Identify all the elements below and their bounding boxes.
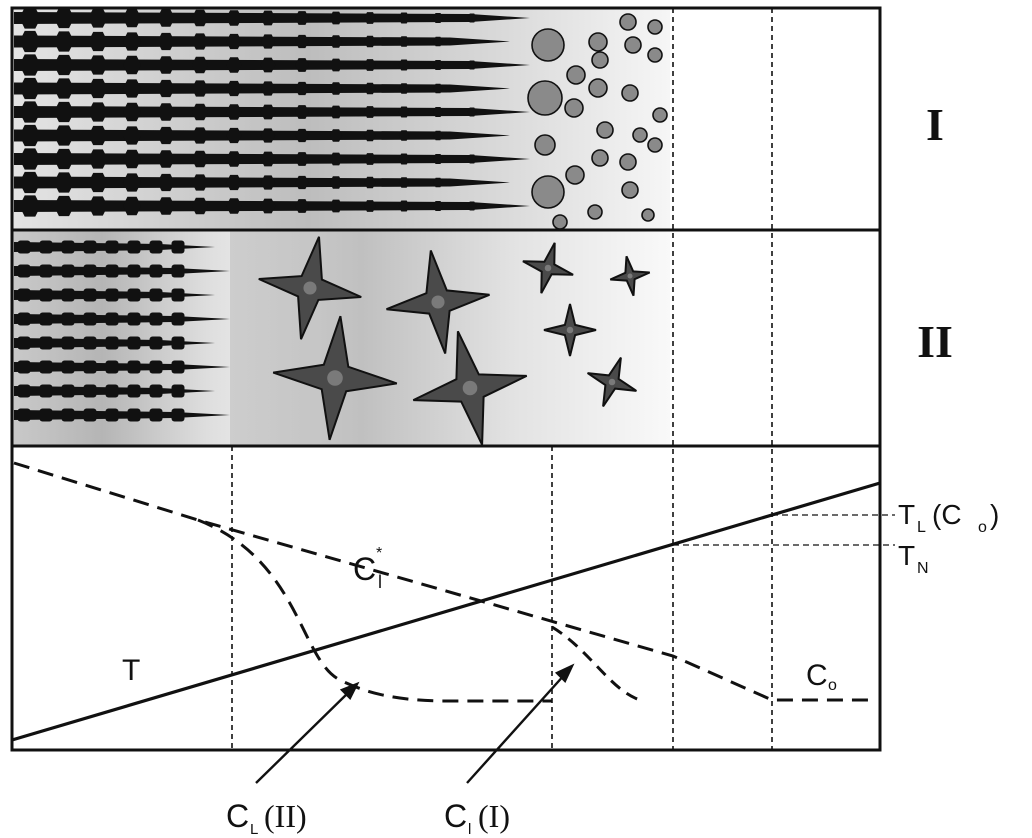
globular-grain <box>647 137 663 153</box>
globular-grain <box>652 107 668 123</box>
equiaxed-globules-region-one <box>527 13 668 230</box>
vertical-guides <box>231 8 773 750</box>
pointer-arrows <box>255 663 575 784</box>
globular-grain <box>641 208 655 222</box>
equiaxed-dendrite <box>272 315 398 441</box>
globular-grain <box>619 13 637 31</box>
tn-label: T N <box>898 540 929 577</box>
dendrite-trunk <box>14 101 530 123</box>
dendrite-trunk <box>14 288 215 302</box>
tn-letter: T <box>898 540 915 571</box>
dendrite-trunk <box>14 77 510 100</box>
c-star-curve <box>13 461 876 702</box>
panel-two-label: II <box>917 316 953 367</box>
tl-paren-close: ) <box>990 499 999 530</box>
cl-one-paren: (I) <box>478 798 510 834</box>
globular-grain <box>647 19 663 35</box>
c-zero-subscript: o <box>828 677 837 694</box>
columnar-dendrites-region-one <box>14 7 530 217</box>
globular-grain <box>621 84 639 102</box>
cl-one-letter: C <box>444 798 467 834</box>
cl-one-subscript: l <box>468 821 471 838</box>
tl-label: T L (C o ) <box>898 499 999 536</box>
dendrite-trunk <box>14 264 230 278</box>
globular-grain <box>531 175 565 209</box>
globular-grain <box>591 149 609 167</box>
globular-grain <box>527 80 563 116</box>
equiaxed-dendrite <box>587 357 637 407</box>
cl-one-curve <box>551 625 641 702</box>
c-star-subscript: l <box>378 572 382 592</box>
temperature-line <box>11 481 881 742</box>
tl-paren-subscript: o <box>978 519 987 536</box>
globular-grain <box>566 65 586 85</box>
globular-grain <box>621 181 639 199</box>
dendrite-trunk <box>14 7 530 29</box>
cl-two-letter: C <box>226 798 249 834</box>
c-star-superscript: * <box>376 545 382 562</box>
dendrite-trunk <box>14 336 215 350</box>
dendrite-trunk <box>14 30 510 53</box>
globular-grain <box>552 214 568 230</box>
dendrite-trunk <box>14 195 530 217</box>
globular-grain <box>596 121 614 139</box>
globular-grain <box>632 127 648 143</box>
tn-subscript: N <box>917 560 929 577</box>
globular-grain <box>531 28 565 62</box>
tl-paren-open: (C <box>932 499 962 530</box>
equiaxed-dendrite <box>386 250 490 354</box>
tl-subscript: L <box>917 519 926 536</box>
level-guides <box>673 514 895 546</box>
cl-one-label: C l (I) <box>444 798 510 838</box>
globular-grain <box>534 134 556 156</box>
equiaxed-dendrite <box>609 255 651 297</box>
dendrite-trunk <box>14 124 510 147</box>
temperature-label: T <box>122 654 140 687</box>
c-zero-letter: C <box>806 659 828 692</box>
dendrite-trunk <box>14 384 215 398</box>
cl-two-curve <box>197 518 552 703</box>
globular-grain <box>564 98 584 118</box>
equiaxed-dendrite <box>543 303 597 357</box>
globular-grain <box>591 51 609 69</box>
dendrite-trunk <box>14 312 230 326</box>
dendrite-trunk <box>14 240 215 254</box>
equiaxed-dendrites-region-two <box>258 236 651 446</box>
c-star-letter: C <box>353 551 376 587</box>
cl-two-paren: (II) <box>264 798 307 834</box>
dendrite-trunk <box>14 148 530 170</box>
tl-letter: T <box>898 499 915 530</box>
equiaxed-dendrite <box>522 242 574 294</box>
cl-two-subscript: L <box>250 821 258 838</box>
globular-grain <box>619 153 637 171</box>
dendrite-trunk <box>14 408 230 422</box>
globular-grain <box>624 36 642 54</box>
globular-grain <box>647 47 663 63</box>
diagram-frame <box>10 6 882 752</box>
dendrite-trunk <box>14 171 510 194</box>
dendrite-trunk <box>14 54 530 76</box>
panel-one-label: I <box>926 99 944 150</box>
globular-grain <box>587 204 603 220</box>
dendrite-trunk <box>14 360 230 374</box>
equiaxed-dendrite <box>412 330 528 446</box>
c-star-label: C * l <box>353 545 382 592</box>
globular-grain <box>588 78 608 98</box>
globular-grain <box>565 165 585 185</box>
globular-grain <box>588 32 608 52</box>
cl-two-label: C L (II) <box>226 798 307 838</box>
c-zero-label: C o <box>806 659 837 694</box>
equiaxed-dendrite <box>258 236 362 340</box>
columnar-dendrites-region-two <box>14 240 230 422</box>
